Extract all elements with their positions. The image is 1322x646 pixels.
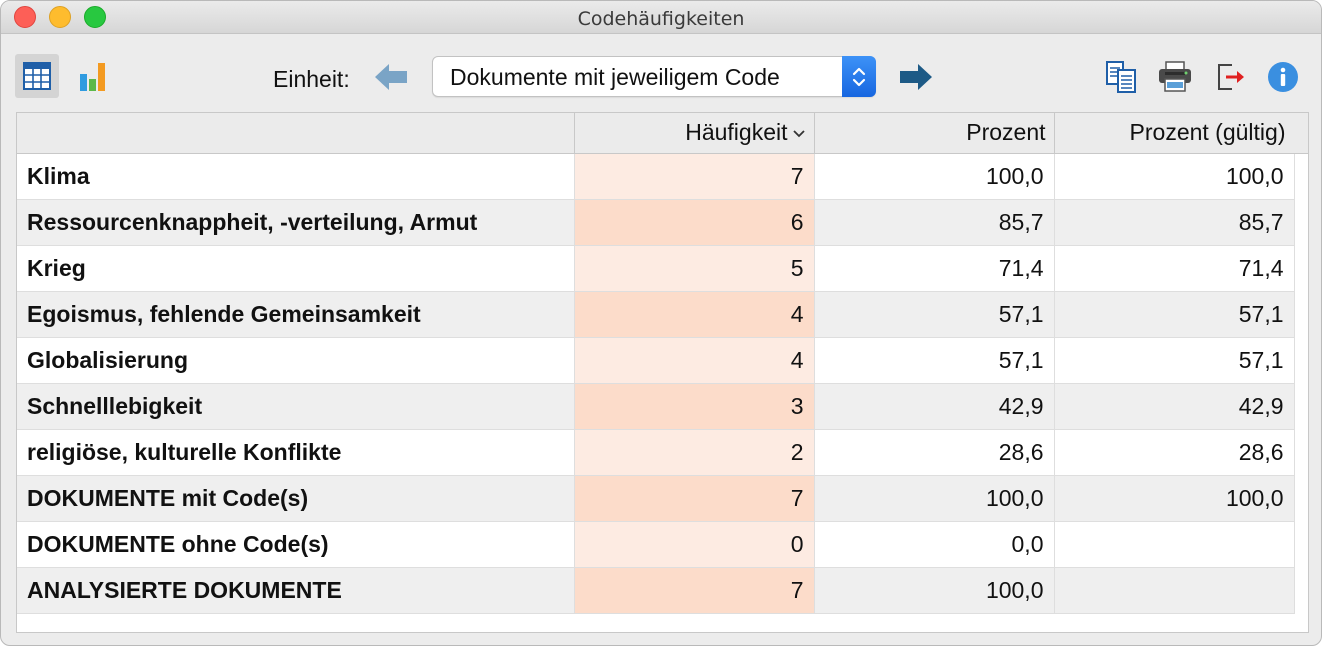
row-percent-valid [1054,521,1295,568]
row-percent-valid: 28,6 [1054,429,1295,476]
unit-select[interactable]: Dokumente mit jeweiligem Code [432,56,876,97]
row-label: Schnelllebigkeit [17,383,575,430]
frequency-table: Häufigkeit Prozent Prozent (gültig) Klim… [17,113,1295,614]
frequency-table-container: Häufigkeit Prozent Prozent (gültig) Klim… [16,112,1309,633]
row-percent: 57,1 [814,337,1055,384]
row-percent: 0,0 [814,521,1055,568]
column-header-code[interactable] [17,113,575,154]
table-view-icon [23,62,51,90]
export-button[interactable] [1208,55,1252,99]
close-window-button[interactable] [14,6,36,28]
row-percent: 100,0 [814,153,1055,200]
row-label: Klima [17,153,575,200]
row-frequency: 0 [574,521,815,568]
row-percent: 57,1 [814,291,1055,338]
column-header-frequency-label: Häufigkeit [685,119,788,146]
toolbar: Einheit: Dokumente mit jeweiligem Code [1,35,1321,111]
table-row[interactable]: DOKUMENTE mit Code(s) 7 100,0 100,0 [17,475,1295,522]
row-label: ANALYSIERTE DOKUMENTE [17,567,575,614]
row-percent-valid: 85,7 [1054,199,1295,246]
row-frequency: 6 [574,199,815,246]
row-percent-valid: 100,0 [1054,475,1295,522]
minimize-window-button[interactable] [49,6,71,28]
table-row[interactable]: religiöse, kulturelle Konflikte 2 28,6 2… [17,429,1295,476]
row-frequency: 7 [574,153,815,200]
next-unit-button[interactable] [894,55,938,99]
row-percent-valid: 57,1 [1054,337,1295,384]
row-frequency: 4 [574,291,815,338]
info-icon [1268,62,1298,92]
row-frequency: 4 [574,337,815,384]
unit-select-value: Dokumente mit jeweiligem Code [450,64,780,90]
row-frequency: 3 [574,383,815,430]
table-row[interactable]: Schnelllebigkeit 3 42,9 42,9 [17,383,1295,430]
row-label: Ressourcenknappheit, -verteilung, Armut [17,199,575,246]
chevron-up-down-icon [852,67,866,86]
arrow-right-icon [900,64,932,90]
column-header-frequency[interactable]: Häufigkeit [574,113,815,154]
row-percent-valid [1054,567,1295,614]
row-percent-valid: 42,9 [1054,383,1295,430]
row-label: DOKUMENTE ohne Code(s) [17,521,575,568]
print-icon [1159,61,1191,92]
header-tail [1294,113,1308,154]
chevron-down-icon [792,130,805,138]
table-row[interactable]: Ressourcenknappheit, -verteilung, Armut … [17,199,1295,246]
table-row[interactable]: DOKUMENTE ohne Code(s) 0 0,0 [17,521,1295,568]
row-label: religiöse, kulturelle Konflikte [17,429,575,476]
export-icon [1218,64,1244,90]
title-bar: Codehäufigkeiten [1,1,1321,34]
row-percent: 42,9 [814,383,1055,430]
window-title: Codehäufigkeiten [577,8,745,30]
row-label: Egoismus, fehlende Gemeinsamkeit [17,291,575,338]
arrow-left-icon [375,64,407,90]
column-header-percent[interactable]: Prozent [814,113,1055,154]
row-percent-valid: 71,4 [1054,245,1295,292]
row-percent: 28,6 [814,429,1055,476]
row-percent: 100,0 [814,567,1055,614]
row-percent-valid: 100,0 [1054,153,1295,200]
row-frequency: 5 [574,245,815,292]
table-row[interactable]: ANALYSIERTE DOKUMENTE 7 100,0 [17,567,1295,614]
row-frequency: 7 [574,475,815,522]
chart-view-button[interactable] [71,54,115,98]
copy-icon [1106,61,1136,93]
table-row[interactable]: Globalisierung 4 57,1 57,1 [17,337,1295,384]
table-view-button[interactable] [15,54,59,98]
table-header-row: Häufigkeit Prozent Prozent (gültig) [17,113,1295,154]
unit-label: Einheit: [273,66,350,92]
row-label: Globalisierung [17,337,575,384]
row-percent: 71,4 [814,245,1055,292]
table-row[interactable]: Klima 7 100,0 100,0 [17,153,1295,200]
row-percent: 85,7 [814,199,1055,246]
row-percent-valid: 57,1 [1054,291,1295,338]
info-button[interactable] [1261,55,1305,99]
previous-unit-button[interactable] [369,55,413,99]
select-stepper[interactable] [842,56,876,97]
chart-view-icon [80,63,105,91]
row-percent: 100,0 [814,475,1055,522]
print-button[interactable] [1153,55,1197,99]
copy-button[interactable] [1099,55,1143,99]
maximize-window-button[interactable] [84,6,106,28]
table-row[interactable]: Egoismus, fehlende Gemeinsamkeit 4 57,1 … [17,291,1295,338]
column-header-percent-valid[interactable]: Prozent (gültig) [1054,113,1295,154]
row-frequency: 2 [574,429,815,476]
row-label: DOKUMENTE mit Code(s) [17,475,575,522]
row-label: Krieg [17,245,575,292]
row-frequency: 7 [574,567,815,614]
table-row[interactable]: Krieg 5 71,4 71,4 [17,245,1295,292]
